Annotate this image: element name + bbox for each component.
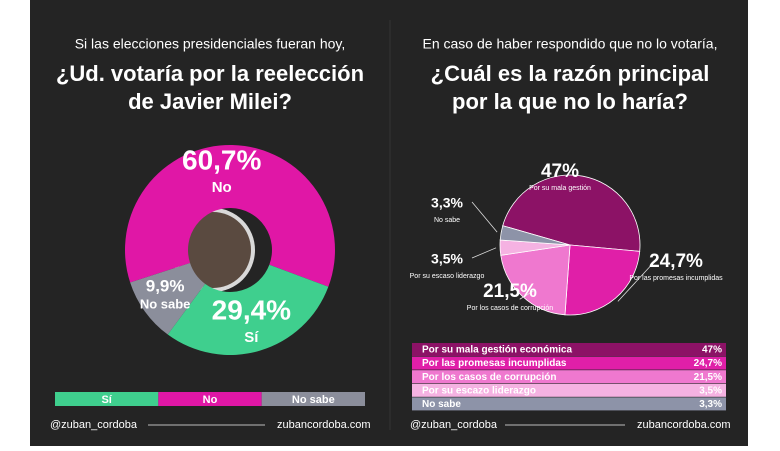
table-label: Por su escazo liderazgo xyxy=(422,385,536,396)
table-value: 21,5% xyxy=(694,372,722,383)
table-row xyxy=(412,370,726,384)
table-value: 47% xyxy=(702,345,722,356)
pie-slice xyxy=(499,225,571,246)
leader-line xyxy=(617,259,657,302)
subtitle: En caso de haber respondido que no lo vo… xyxy=(423,36,718,52)
leader-line xyxy=(471,201,498,233)
table-row xyxy=(412,343,726,356)
value-label: 3,5% xyxy=(431,251,463,267)
photo xyxy=(175,212,251,288)
category-label: Por su escaso liderazgo xyxy=(410,273,485,280)
title: ¿Ud. votaría por la reelección xyxy=(56,61,364,86)
value-label: 9,9% xyxy=(146,276,185,295)
footer-handle: @zuban_cordoba xyxy=(50,419,138,431)
value-label: 60,7% xyxy=(182,144,261,175)
table-label: Por los casos de corrupción xyxy=(422,372,556,383)
pie-slice xyxy=(564,244,641,316)
category-label: Sí xyxy=(244,329,259,346)
legend-swatch xyxy=(261,392,365,406)
footer-site: zubancordoba.com xyxy=(277,419,371,431)
donut-slice xyxy=(167,264,329,356)
legend-swatch xyxy=(55,392,159,406)
donut-slice xyxy=(125,145,336,287)
subtitle: Si las elecciones presidenciales fueran … xyxy=(75,36,346,52)
value-label: 21,5% xyxy=(483,281,537,302)
table-value: 3,3% xyxy=(699,399,722,410)
category-label: No sabe xyxy=(140,296,191,311)
legend-label: Sí xyxy=(101,394,112,406)
pie-slice xyxy=(500,244,571,316)
footer-site: zubancordoba.com xyxy=(637,419,731,431)
legend-swatch xyxy=(158,392,262,406)
category-label: Por las promesas incumplidas xyxy=(629,275,723,282)
title: por la que no lo haría? xyxy=(452,89,688,114)
legend-label: No sabe xyxy=(292,394,335,406)
table-label: Por las promesas incumplidas xyxy=(422,358,567,369)
table-row xyxy=(412,356,726,370)
table-row xyxy=(412,397,726,411)
category-label: No sabe xyxy=(434,217,460,224)
title: de Javier Milei? xyxy=(128,89,292,114)
donut-slice xyxy=(130,262,206,335)
leader-line xyxy=(471,247,497,259)
legend-label: No xyxy=(203,394,218,406)
table-value: 3,5% xyxy=(699,385,722,396)
category-label: No xyxy=(212,179,232,196)
value-label: 24,7% xyxy=(649,251,703,272)
title: ¿Cuál es la razón principal xyxy=(431,61,710,86)
table-label: No sabe xyxy=(422,399,461,410)
value-label: 29,4% xyxy=(212,294,291,325)
leader-line xyxy=(519,289,536,300)
value-label: 47% xyxy=(541,161,579,182)
table-label: Por su mala gestión económica xyxy=(422,345,572,356)
table-row xyxy=(412,383,726,397)
footer-handle: @zuban_cordoba xyxy=(410,419,498,431)
category-label: Por su mala gestión xyxy=(529,185,591,192)
table-value: 24,7% xyxy=(694,358,722,369)
category-label: Por los casos de corrupción xyxy=(467,305,553,312)
value-label: 3,3% xyxy=(431,195,463,211)
pie-slice xyxy=(502,174,641,252)
